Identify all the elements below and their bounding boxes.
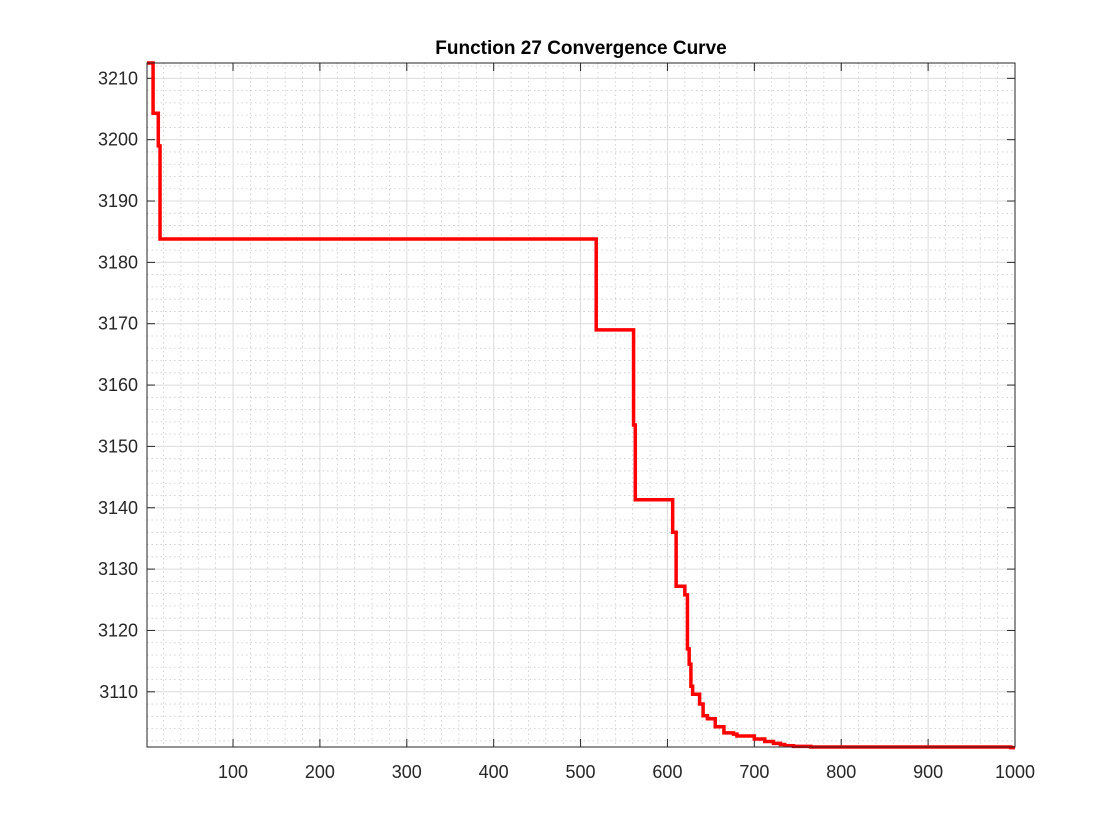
y-tick-label: 3190 [98, 191, 138, 211]
y-tick-label: 3150 [98, 436, 138, 456]
y-tick-label: 3200 [98, 130, 138, 150]
x-tick-label: 500 [566, 762, 596, 782]
y-tick-label: 3210 [98, 68, 138, 88]
x-tick-label: 600 [652, 762, 682, 782]
x-tick-label: 1000 [995, 762, 1035, 782]
y-tick-label: 3130 [98, 559, 138, 579]
axes-box [146, 62, 1016, 748]
tick-marks [147, 63, 1016, 747]
minor-grid [147, 63, 1015, 747]
convergence-curve-line [147, 61, 1015, 750]
x-tick-label: 100 [218, 762, 248, 782]
x-tick-label: 200 [305, 762, 335, 782]
y-tick-label: 3120 [98, 620, 138, 640]
y-tick-label: 3180 [98, 252, 138, 272]
y-tick-label: 3160 [98, 375, 138, 395]
major-grid [147, 63, 1016, 747]
x-tick-labels: 100 200 300 400 500 600 700 800 900 1000 [218, 762, 1035, 782]
chart-title: Function 27 Convergence Curve [435, 38, 726, 59]
y-tick-label: 3110 [99, 682, 138, 702]
y-tick-label: 3170 [98, 314, 138, 334]
x-tick-label: 700 [739, 762, 769, 782]
y-tick-label: 3140 [98, 498, 138, 518]
series-layer [147, 61, 1015, 750]
x-tick-label: 400 [479, 762, 509, 782]
x-tick-label: 900 [913, 762, 943, 782]
y-tick-labels: 3110 3120 3130 3140 3150 3160 3170 3180 3190 3200… [98, 68, 138, 701]
x-tick-label: 800 [826, 762, 856, 782]
x-tick-label: 300 [392, 762, 422, 782]
